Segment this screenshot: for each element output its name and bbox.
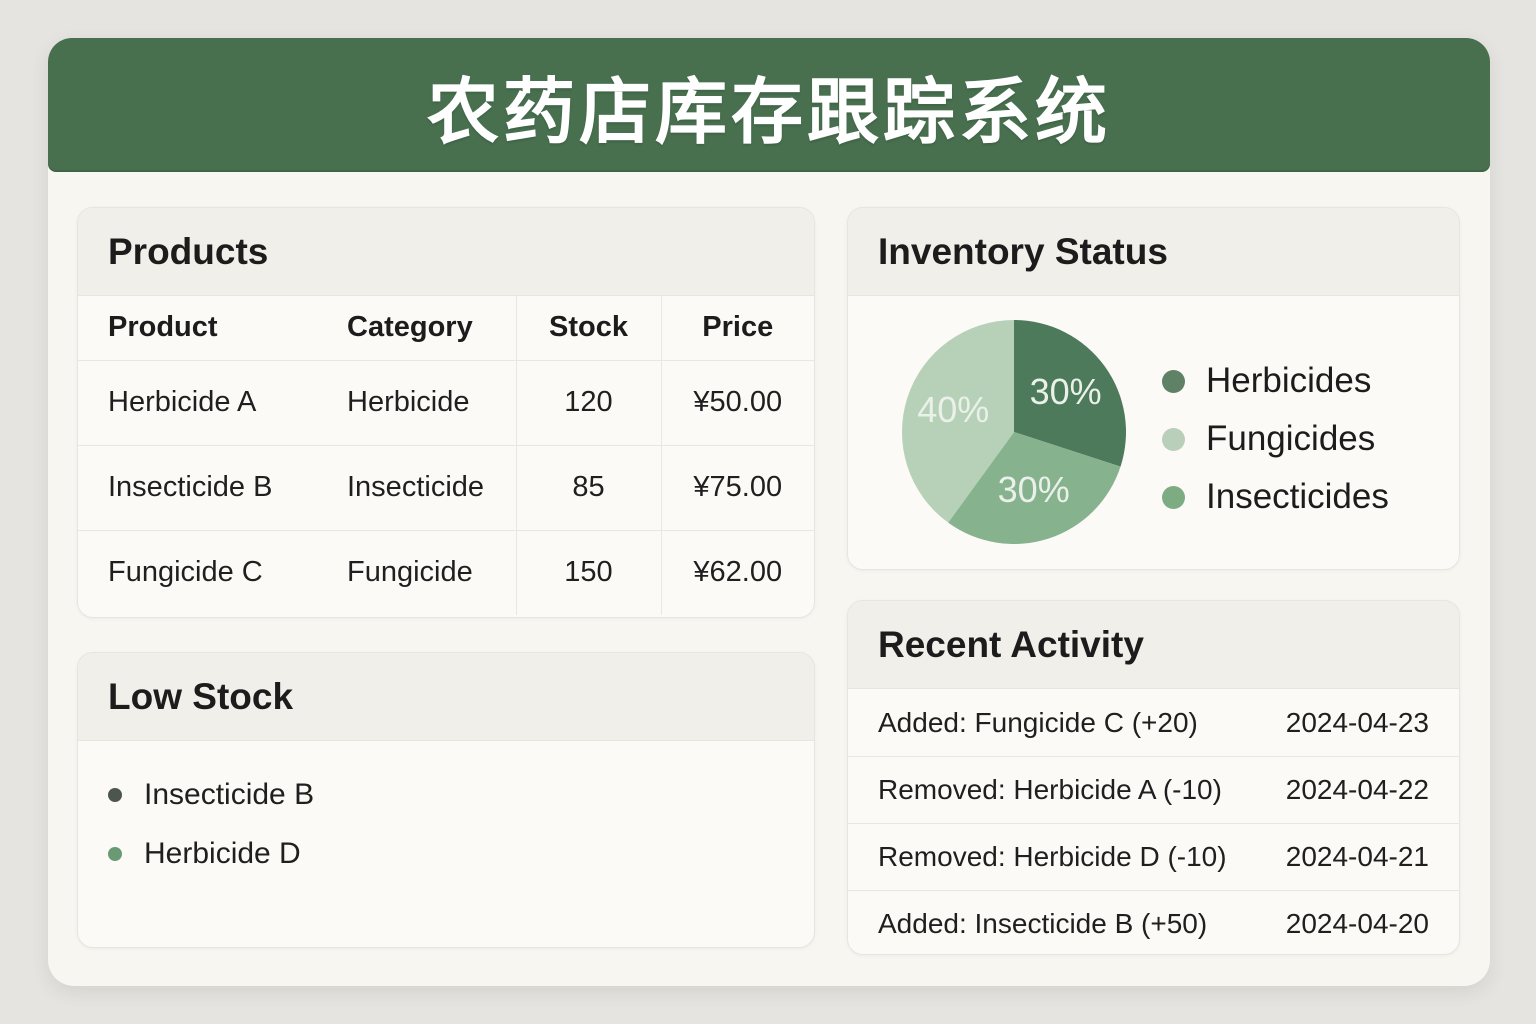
pie-slice-insecticides: [948, 432, 1121, 544]
product-cell-category: Fungicide: [346, 529, 516, 615]
bullet-icon: [108, 846, 122, 861]
products-table-header-row: Product Category Stock Price: [78, 296, 814, 360]
products-panel: Products Product Category Stock Price Herbi…: [77, 207, 815, 618]
app-header: 农药店库存跟踪系统: [48, 38, 1490, 172]
low-stock-list: Insecticide B Herbicide D: [78, 741, 814, 883]
activity-date: 2024-04-20: [1285, 908, 1429, 939]
inventory-status-body: 30% 30% 40% Herbicides Fungicides Insecticid…: [848, 296, 1459, 569]
column-header-stock: Stock: [515, 296, 661, 360]
inventory-pie-chart: 30%30%40%: [902, 320, 1126, 544]
products-table: Product Category Stock Price Herbicide A Her…: [78, 296, 814, 615]
product-cell-price: ¥50.00: [660, 359, 814, 445]
product-cell-product: Herbicide A: [78, 359, 346, 445]
product-row: Insecticide B Insecticide 85 ¥75.00: [78, 444, 814, 530]
activity-text: Removed: Herbicide A (-10): [878, 774, 1222, 805]
low-stock-panel-header: Low Stock: [78, 653, 814, 741]
pie-slice-label-herbicides: 30%: [1030, 371, 1102, 412]
activity-date: 2024-04-21: [1285, 841, 1429, 872]
activity-date: 2024-04-22: [1285, 774, 1429, 805]
bullet-icon: [108, 787, 122, 802]
low-stock-panel: Low Stock Insecticide B Herbicide D: [77, 652, 815, 948]
activity-text: Added: Insecticide B (+50): [878, 908, 1208, 939]
inventory-status-panel: Inventory Status 30% 30% 40% Herbicides Fun…: [847, 207, 1460, 570]
activity-text: Added: Fungicide C (+20): [878, 706, 1198, 738]
pie-slice-fungicides: [902, 320, 1014, 523]
pie-slice-herbicides: [1014, 320, 1126, 467]
legend-item-fungicides: Fungicides: [1162, 410, 1389, 468]
activity-row: Removed: Herbicide A (-10) 2024-04-22: [848, 756, 1459, 823]
activity-date: 2024-04-23: [1285, 706, 1429, 738]
low-stock-item-label: Insecticide B: [144, 777, 315, 811]
product-cell-stock: 150: [515, 529, 661, 615]
legend-item-herbicides: Herbicides: [1162, 352, 1389, 410]
main-card: 农药店库存跟踪系统 Products Product Category Stock P…: [48, 38, 1490, 986]
column-header-price: Price: [660, 296, 814, 360]
low-stock-item-herbicide-d: Herbicide D: [108, 824, 784, 883]
legend-dot-icon: [1162, 369, 1185, 393]
legend-dot-icon: [1162, 427, 1185, 451]
low-stock-item-label: Herbicide D: [144, 836, 301, 870]
activity-row: Added: Fungicide C (+20) 2024-04-23: [848, 689, 1459, 756]
product-cell-stock: 120: [515, 359, 661, 445]
legend-label: Herbicides: [1206, 361, 1372, 400]
recent-activity-panel-title: Recent Activity: [878, 623, 1144, 665]
legend-item-insecticides: Insecticides: [1162, 468, 1389, 526]
legend-dot-icon: [1162, 485, 1185, 509]
low-stock-panel-title: Low Stock: [108, 675, 294, 717]
column-header-product: Product: [108, 311, 218, 344]
product-cell-product: Fungicide C: [78, 529, 346, 615]
pie-legend: Herbicides Fungicides Insecticides: [1162, 352, 1389, 526]
product-row: Fungicide C Fungicide 150 ¥62.00: [78, 529, 814, 615]
inventory-status-panel-title: Inventory Status: [878, 230, 1168, 272]
activity-row: Added: Insecticide B (+50) 2024-04-20: [848, 890, 1459, 954]
recent-activity-panel: Recent Activity Added: Fungicide C (+20)…: [847, 600, 1460, 955]
low-stock-item-insecticide-b: Insecticide B: [108, 765, 784, 824]
products-panel-title: Products: [108, 230, 269, 272]
pie-slice-label-insecticides: 30%: [998, 469, 1070, 510]
inventory-status-panel-header: Inventory Status: [848, 208, 1459, 296]
legend-label: Fungicides: [1206, 419, 1376, 458]
legend-label: Insecticides: [1206, 477, 1389, 516]
activity-text: Removed: Herbicide D (-10): [878, 841, 1227, 872]
app-title: 农药店库存跟踪系统: [426, 72, 1111, 153]
product-cell-price: ¥62.00: [660, 529, 814, 615]
pie-slice-label-fungicides: 40%: [917, 389, 989, 430]
recent-activity-panel-header: Recent Activity: [848, 601, 1459, 689]
activity-list: Added: Fungicide C (+20) 2024-04-23 Remove…: [848, 689, 1459, 954]
products-table-body: Herbicide A Herbicide 120 ¥50.00 Insecticide…: [78, 359, 814, 615]
activity-row: Removed: Herbicide D (-10) 2024-04-21: [848, 823, 1459, 890]
product-cell-category: Insecticide: [346, 444, 516, 530]
product-cell-stock: 85: [515, 444, 661, 530]
product-row: Herbicide A Herbicide 120 ¥50.00: [78, 359, 814, 445]
column-header-category: Category: [347, 311, 473, 344]
product-cell-product: Insecticide B: [78, 444, 346, 530]
product-cell-price: ¥75.00: [660, 444, 814, 530]
product-cell-category: Herbicide: [346, 359, 516, 445]
products-panel-header: Products: [78, 208, 814, 296]
